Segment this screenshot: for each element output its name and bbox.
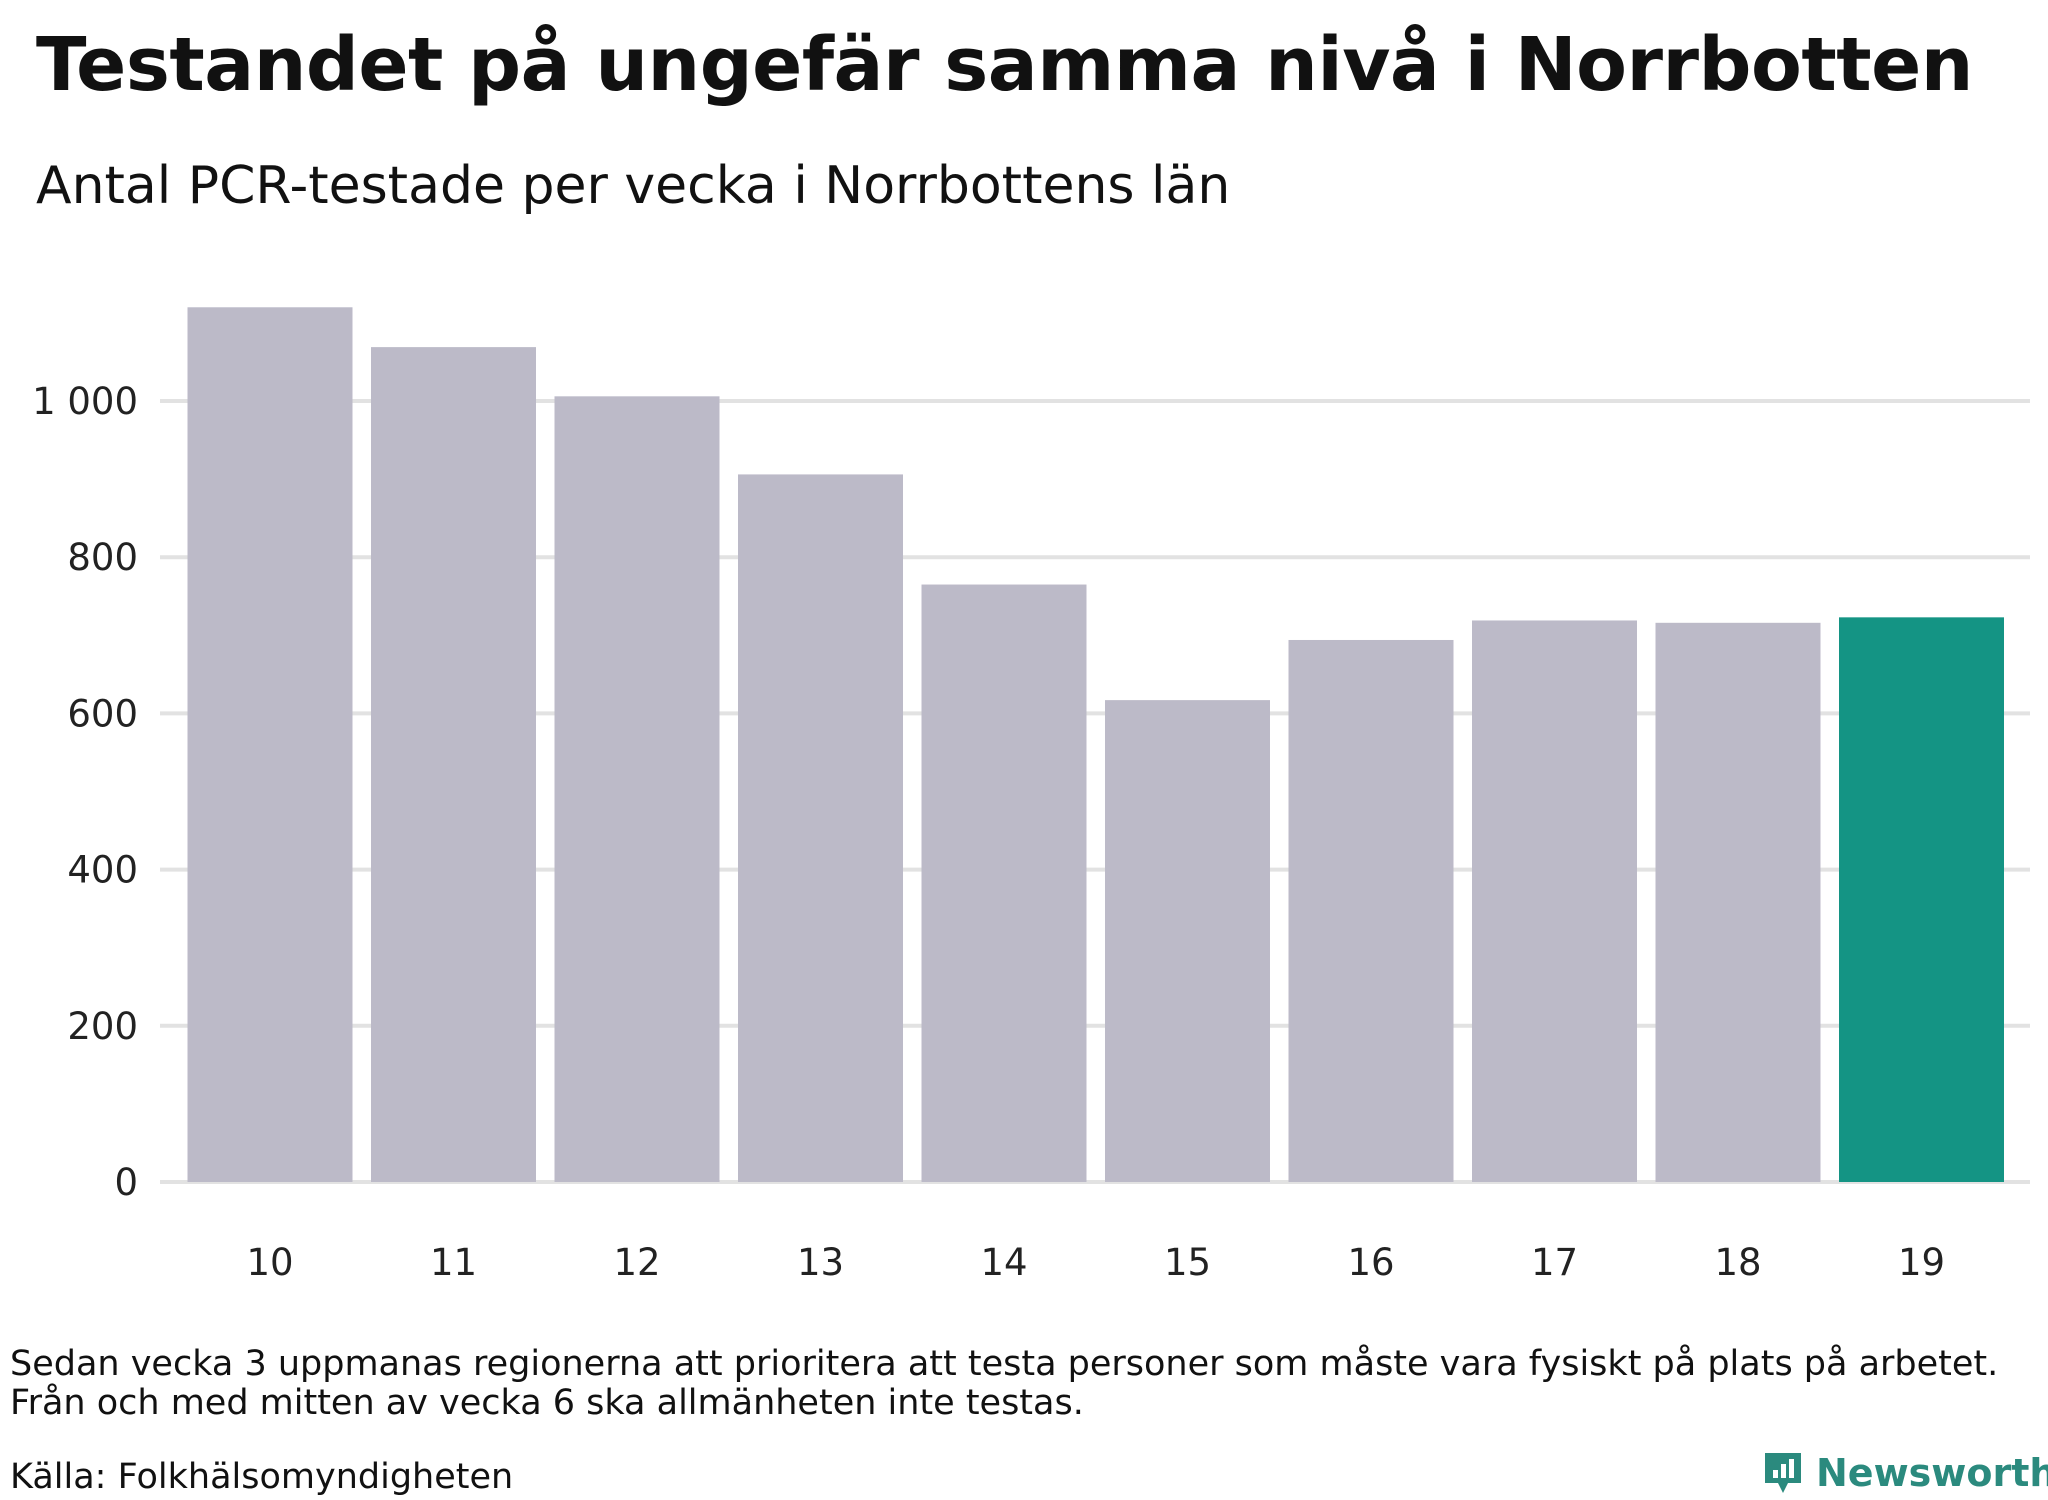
y-tick-label: 600	[67, 692, 138, 735]
bar-week-11	[371, 347, 536, 1183]
bar-week-16	[1288, 639, 1454, 1182]
x-tick-label: 19	[1898, 1241, 1945, 1284]
footnote-line-2: Från och med mitten av vecka 6 ska allmä…	[10, 1383, 1084, 1423]
bar-week-17	[1472, 620, 1637, 1182]
footnote: Sedan vecka 3 uppmanas regionerna att pr…	[10, 1345, 2040, 1423]
x-tick-label: 14	[980, 1241, 1027, 1284]
bar-chart: 0 200 400 600 800 1 000 10 11 12 13 14 15 16 17 18 19	[32, 307, 2030, 1284]
newsworthy-logo-text: Newsworthy	[1816, 1451, 2048, 1495]
y-tick-label: 0	[114, 1161, 138, 1204]
bars	[187, 307, 2004, 1183]
bar-week-12	[554, 396, 720, 1183]
x-tick-label: 11	[430, 1241, 477, 1284]
bar-week-10	[187, 307, 353, 1182]
x-axis-ticks: 10 11 12 13 14 15 16 17 18 19	[246, 1241, 1945, 1284]
chart-subtitle: Antal PCR-testade per vecka i Norrbotten…	[36, 156, 1231, 216]
bar-week-13	[738, 474, 903, 1182]
bar-week-15	[1105, 700, 1270, 1182]
newsworthy-logo: Newsworthy	[1762, 1450, 2048, 1496]
y-tick-label: 1 000	[32, 380, 138, 423]
chart-title: Testandet på ungefär samma nivå i Norrbo…	[36, 22, 1973, 108]
y-tick-label: 800	[67, 536, 138, 579]
y-axis-ticks: 0 200 400 600 800 1 000	[32, 380, 138, 1204]
source-credit: Källa: Folkhälsomyndigheten	[10, 1457, 514, 1497]
x-tick-label: 18	[1714, 1241, 1761, 1284]
x-tick-label: 17	[1531, 1241, 1578, 1284]
footnote-line-1: Sedan vecka 3 uppmanas regionerna att pr…	[10, 1344, 1999, 1384]
newsworthy-logo-icon	[1765, 1453, 1801, 1493]
y-tick-label: 400	[67, 849, 138, 892]
bar-week-18	[1655, 622, 1821, 1182]
x-tick-label: 15	[1164, 1241, 1211, 1284]
x-tick-label: 12	[613, 1241, 660, 1284]
bar-week-14	[921, 584, 1087, 1182]
y-tick-label: 200	[67, 1005, 138, 1048]
x-tick-label: 13	[797, 1241, 844, 1284]
bar-week-19	[1839, 617, 2004, 1182]
x-tick-label: 16	[1347, 1241, 1394, 1284]
x-tick-label: 10	[246, 1241, 293, 1284]
